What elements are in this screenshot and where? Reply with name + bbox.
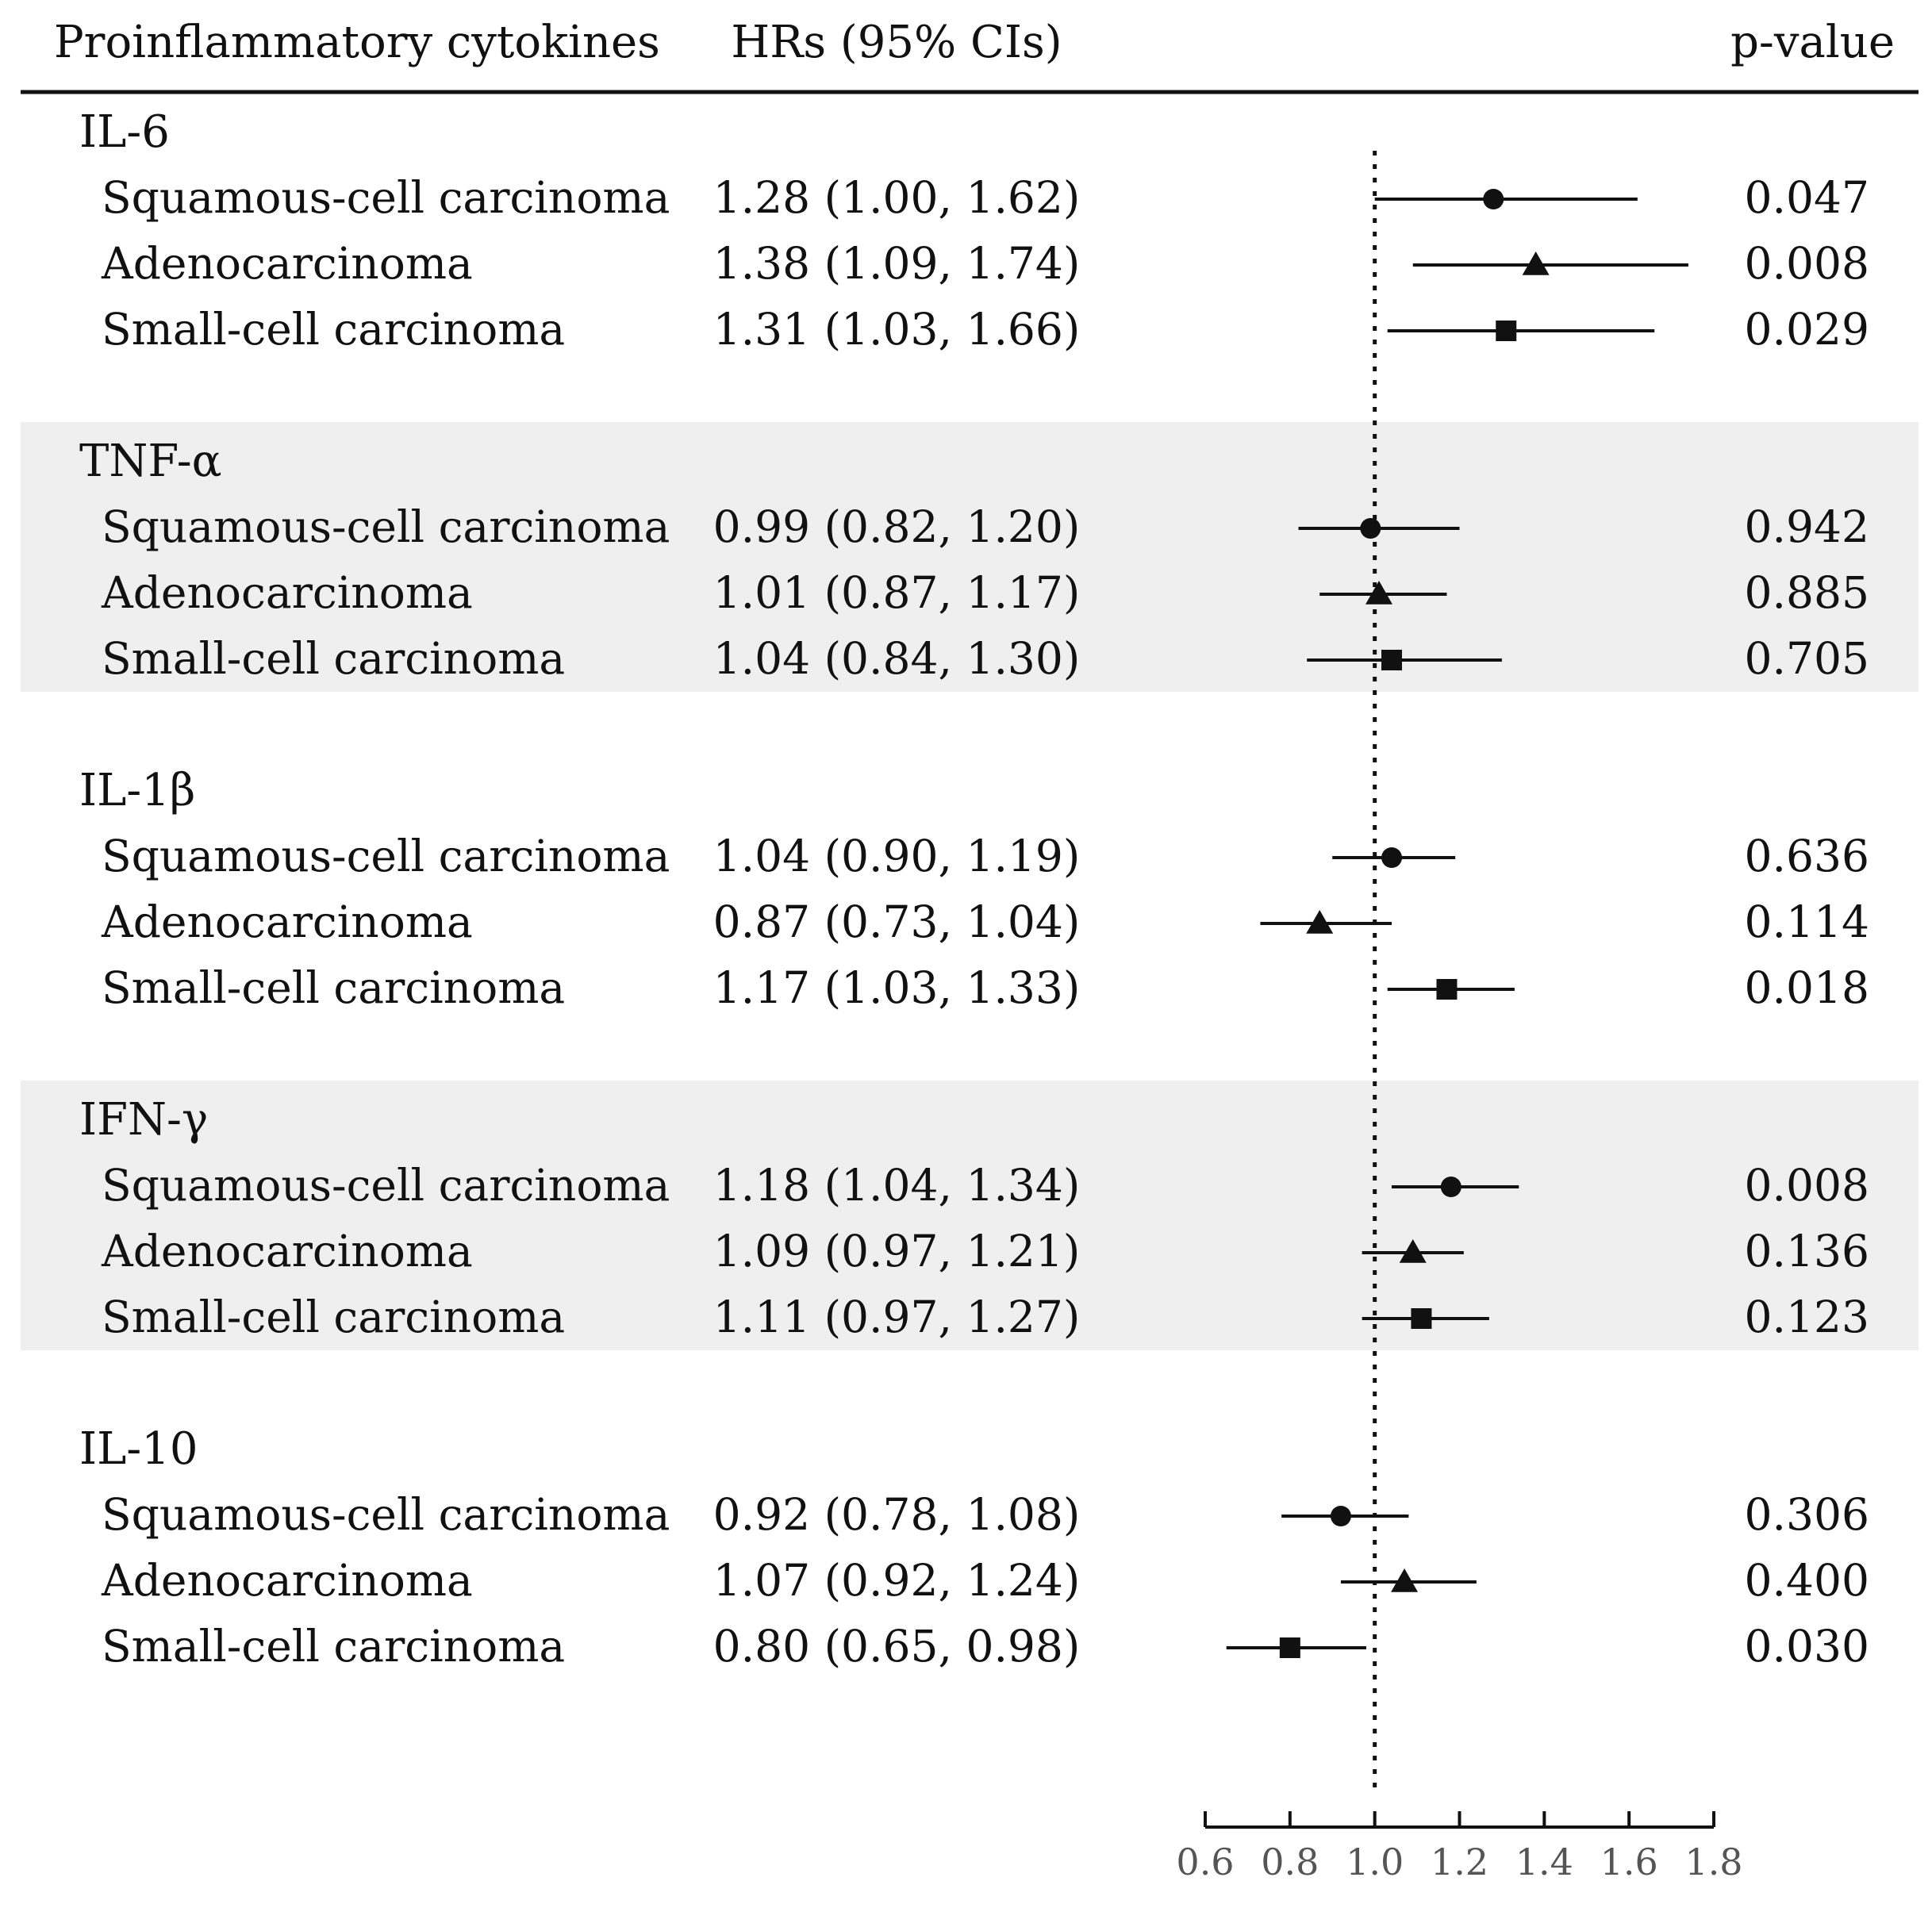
- row-p-value: 0.136: [1745, 1226, 1869, 1276]
- x-tick-label: 1.4: [1515, 1841, 1573, 1883]
- hr-point-square: [1279, 1637, 1300, 1658]
- row-hr-ci: 0.99 (0.82, 1.20): [713, 501, 1081, 552]
- hr-point-triangle: [1365, 581, 1393, 605]
- row-p-value: 0.306: [1745, 1489, 1869, 1540]
- forest-marks: [1226, 189, 1688, 1658]
- row-label: Adenocarcinoma: [101, 896, 473, 947]
- row-label: Adenocarcinoma: [101, 567, 473, 618]
- group-label: IL-1β: [79, 765, 195, 816]
- row-hr-ci: 1.04 (0.90, 1.19): [713, 831, 1081, 881]
- x-tick-label: 1.0: [1346, 1841, 1404, 1883]
- hr-point-circle: [1381, 847, 1403, 868]
- row-label: Adenocarcinoma: [101, 1226, 473, 1276]
- row-label: Adenocarcinoma: [101, 1555, 473, 1606]
- x-axis: 0.6 0.8 1.0 1.2 1.4 1.6 1.8: [1176, 1811, 1743, 1883]
- hr-point-square: [1411, 1308, 1432, 1329]
- group-label: TNF-α: [79, 436, 221, 487]
- row-p-value: 0.008: [1745, 238, 1869, 289]
- row-p-value: 0.029: [1745, 304, 1869, 355]
- header-cytokines: Proinflammatory cytokines: [54, 17, 660, 68]
- row-p-value: 0.030: [1745, 1621, 1869, 1672]
- x-tick-label: 1.2: [1431, 1841, 1488, 1883]
- row-label: Small-cell carcinoma: [102, 1621, 565, 1672]
- row-hr-ci: 1.07 (0.92, 1.24): [713, 1555, 1081, 1606]
- row-p-value: 0.705: [1745, 633, 1869, 684]
- row-p-value: 0.008: [1745, 1160, 1869, 1211]
- row-label: Adenocarcinoma: [101, 238, 473, 289]
- group-label: IL-6: [79, 106, 170, 158]
- row-label: Small-cell carcinoma: [102, 633, 565, 684]
- row-hr-ci: 1.11 (0.97, 1.27): [713, 1292, 1081, 1342]
- hr-point-triangle: [1306, 910, 1334, 934]
- hr-point-circle: [1483, 189, 1504, 209]
- row-p-value: 0.942: [1745, 501, 1869, 552]
- row-hr-ci: 0.92 (0.78, 1.08): [713, 1489, 1081, 1540]
- row-hr-ci: 1.09 (0.97, 1.21): [713, 1226, 1081, 1276]
- row-p-value: 0.018: [1745, 962, 1869, 1013]
- group-label: IFN-γ: [79, 1094, 208, 1146]
- hr-point-square: [1381, 650, 1403, 670]
- x-tick-label: 1.8: [1684, 1841, 1742, 1883]
- hr-point-circle: [1440, 1177, 1461, 1197]
- row-label: Squamous-cell carcinoma: [102, 1160, 670, 1211]
- row-label: Small-cell carcinoma: [102, 304, 565, 355]
- row-hr-ci: 1.01 (0.87, 1.17): [713, 567, 1081, 618]
- group-shade-band: [21, 1081, 1919, 1350]
- hr-point-triangle: [1399, 1239, 1427, 1263]
- table-rows: IL-6 Squamous-cell carcinoma 1.28 (1.00, 1…: [79, 106, 1869, 1672]
- row-label: Squamous-cell carcinoma: [102, 1489, 670, 1540]
- row-label: Squamous-cell carcinoma: [102, 501, 670, 552]
- row-hr-ci: 1.04 (0.84, 1.30): [713, 633, 1081, 684]
- row-p-value: 0.047: [1745, 172, 1869, 223]
- hr-point-circle: [1360, 518, 1381, 539]
- x-tick-label: 0.8: [1261, 1841, 1319, 1883]
- row-hr-ci: 1.17 (1.03, 1.33): [713, 962, 1081, 1013]
- row-p-value: 0.114: [1745, 896, 1869, 947]
- row-label: Squamous-cell carcinoma: [102, 831, 670, 881]
- x-tick-label: 1.6: [1600, 1841, 1658, 1883]
- row-hr-ci: 0.87 (0.73, 1.04): [713, 896, 1081, 947]
- row-hr-ci: 1.28 (1.00, 1.62): [713, 172, 1081, 223]
- header-hr-ci: HRs (95% CIs): [731, 17, 1062, 68]
- x-tick-label: 0.6: [1176, 1841, 1234, 1883]
- hr-point-triangle: [1391, 1568, 1419, 1592]
- row-p-value: 0.885: [1745, 567, 1869, 618]
- row-p-value: 0.123: [1745, 1292, 1869, 1342]
- row-hr-ci: 0.80 (0.65, 0.98): [713, 1621, 1081, 1672]
- row-label: Small-cell carcinoma: [102, 1292, 565, 1342]
- row-hr-ci: 1.31 (1.03, 1.66): [713, 304, 1081, 355]
- row-p-value: 0.636: [1745, 831, 1869, 881]
- row-hr-ci: 1.38 (1.09, 1.74): [713, 238, 1081, 289]
- hr-point-triangle: [1522, 251, 1550, 275]
- hr-point-square: [1496, 321, 1517, 341]
- row-label: Squamous-cell carcinoma: [102, 172, 670, 223]
- row-label: Small-cell carcinoma: [102, 962, 565, 1013]
- group-shade-band: [21, 422, 1919, 692]
- shaded-bands: [21, 422, 1919, 1350]
- header-p-value: p-value: [1730, 17, 1895, 68]
- row-p-value: 0.400: [1745, 1555, 1869, 1606]
- group-label: IL-10: [79, 1423, 198, 1475]
- row-hr-ci: 1.18 (1.04, 1.34): [713, 1160, 1081, 1211]
- hr-point-square: [1436, 979, 1458, 1000]
- hr-point-circle: [1330, 1506, 1351, 1526]
